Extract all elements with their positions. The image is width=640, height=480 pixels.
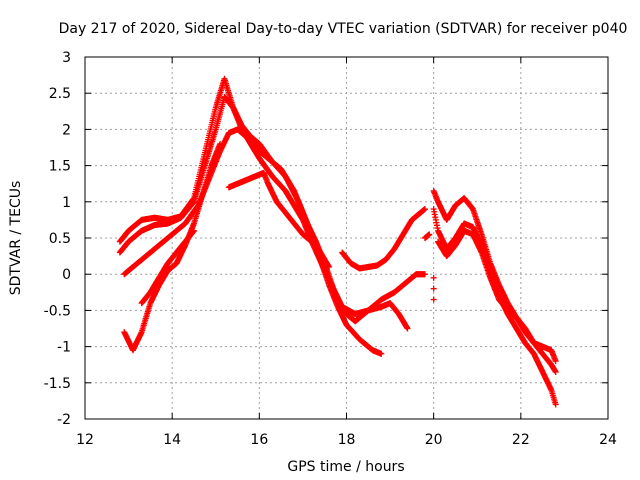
series-track-6 xyxy=(225,169,333,270)
y-tick-label: 2 xyxy=(62,122,71,138)
y-tick-labels: -2 -1.5 -1 -0.5 0 0.5 1 1.5 2 2.5 3 xyxy=(44,50,71,428)
data-point xyxy=(552,368,559,375)
y-tick-label: 1 xyxy=(62,195,71,211)
data-points xyxy=(116,75,559,408)
x-tick-label: 12 xyxy=(76,432,94,448)
series-track-10 xyxy=(435,227,559,365)
x-tick-label: 20 xyxy=(425,432,443,448)
data-point xyxy=(190,227,197,234)
data-point xyxy=(430,285,437,292)
y-tick-label: -2 xyxy=(57,412,71,428)
data-point xyxy=(404,325,411,332)
x-tick-label: 14 xyxy=(163,432,181,448)
data-point xyxy=(421,206,428,213)
x-tick-labels: 12 14 16 18 20 22 24 xyxy=(76,432,617,448)
series-track-1 xyxy=(116,75,385,357)
series-track-5 xyxy=(138,227,197,307)
y-tick-label: 3 xyxy=(62,50,71,66)
data-point xyxy=(326,263,333,270)
series-track-12 xyxy=(421,231,433,241)
y-tick-label: -0.5 xyxy=(44,303,71,319)
y-tick-label: -1.5 xyxy=(44,376,71,392)
series-track-7 xyxy=(339,206,428,272)
data-point xyxy=(430,274,437,281)
data-point xyxy=(426,231,433,238)
data-point xyxy=(378,350,385,357)
y-tick-label: 0.5 xyxy=(49,231,71,247)
series-track-11 xyxy=(430,274,437,303)
data-point xyxy=(421,271,428,278)
x-tick-label: 18 xyxy=(338,432,356,448)
x-axis-label: GPS time / hours xyxy=(287,459,404,475)
chart-title: Day 217 of 2020, Sidereal Day-to-day VTE… xyxy=(59,21,628,37)
x-tick-label: 16 xyxy=(250,432,268,448)
data-point xyxy=(430,296,437,303)
data-point xyxy=(217,140,224,147)
plot-frame xyxy=(84,56,609,420)
data-point xyxy=(552,401,559,408)
y-tick-label: 1.5 xyxy=(49,159,71,175)
data-point xyxy=(552,358,559,365)
x-tick-label: 22 xyxy=(512,432,530,448)
x-tick-label: 24 xyxy=(599,432,617,448)
y-axis-label: SDTVAR / TECUs xyxy=(8,181,24,296)
y-tick-label: -1 xyxy=(57,340,71,356)
y-tick-label: 0 xyxy=(62,267,71,283)
y-tick-label: 2.5 xyxy=(49,86,71,102)
